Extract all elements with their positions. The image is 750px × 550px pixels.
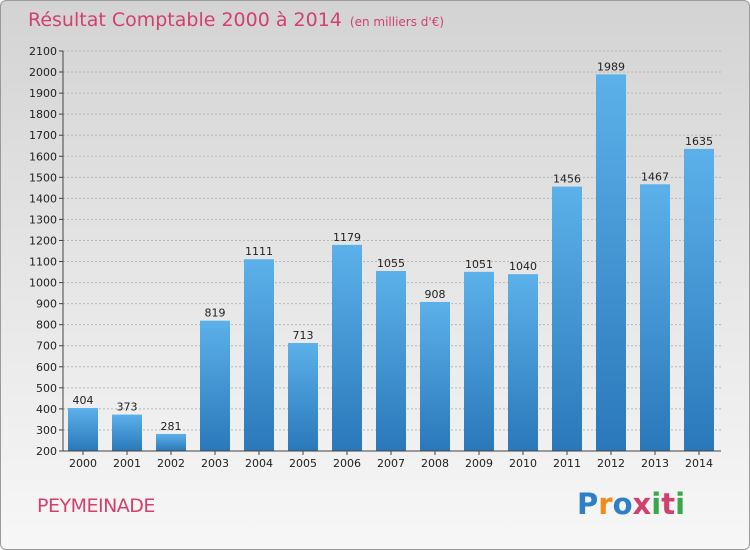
x-tick-label: 2005	[289, 457, 317, 470]
y-tick-label: 600	[36, 361, 57, 374]
bar	[332, 244, 362, 451]
logo-letter: o	[612, 487, 633, 521]
bar	[420, 301, 450, 451]
x-tick-label: 2004	[245, 457, 273, 470]
y-tick-label: 1300	[29, 213, 57, 226]
y-tick-label: 1800	[29, 108, 57, 121]
bar-value-label: 281	[161, 420, 182, 433]
y-tick-label: 400	[36, 403, 57, 416]
y-tick-label: 500	[36, 382, 57, 395]
bar-value-label: 1456	[553, 173, 581, 186]
x-tick-label: 2000	[69, 457, 97, 470]
x-tick-label: 2006	[333, 457, 361, 470]
bar-value-label: 1635	[685, 135, 713, 148]
bar	[464, 271, 494, 451]
logo-letter: i	[675, 487, 686, 521]
bar	[684, 148, 714, 452]
bar	[68, 408, 98, 451]
y-tick-label: 1400	[29, 192, 57, 205]
y-tick-label: 900	[36, 298, 57, 311]
bar-value-label: 1467	[641, 170, 669, 183]
commune-name: PEYMEINADE	[37, 495, 155, 517]
chart-subtitle: (en milliers d'€)	[349, 15, 445, 29]
bar-value-label: 373	[117, 401, 138, 414]
logo-letter: x	[632, 487, 652, 521]
y-tick-label: 700	[36, 340, 57, 353]
y-tick-label: 1500	[29, 171, 57, 184]
y-tick-label: 1100	[29, 256, 57, 269]
x-tick-label: 2002	[157, 457, 185, 470]
bar-value-label: 1179	[333, 231, 361, 244]
y-tick-label: 1700	[29, 129, 57, 142]
x-tick-label: 2007	[377, 457, 405, 470]
chart-title-text: Résultat Comptable 2000 à 2014	[28, 9, 342, 31]
y-tick-label: 1000	[29, 277, 57, 290]
bar-value-label: 1051	[465, 258, 493, 271]
x-tick-label: 2010	[509, 457, 537, 470]
bar	[552, 186, 582, 451]
bar-value-label: 1040	[509, 260, 537, 273]
x-tick-label: 2008	[421, 457, 449, 470]
y-tick-label: 800	[36, 319, 57, 332]
logo-letter: t	[661, 487, 676, 521]
x-tick-label: 2003	[201, 457, 229, 470]
y-tick-label: 2000	[29, 66, 57, 79]
y-tick-label: 1600	[29, 150, 57, 163]
bar-value-label: 1989	[597, 60, 625, 73]
chart-title: Résultat Comptable 2000 à 2014 (en millie…	[28, 9, 444, 31]
x-tick-label: 2013	[641, 457, 669, 470]
bar-value-label: 908	[425, 288, 446, 301]
bar-value-label: 1111	[245, 245, 273, 258]
bar	[508, 274, 538, 451]
bar	[156, 433, 186, 451]
y-tick-label: 200	[36, 445, 57, 458]
bar	[200, 320, 230, 451]
bar	[288, 343, 318, 451]
bar	[244, 259, 274, 451]
bars: 404 373 281 819 1111 713 1179 1055 908 1051 1040 14…	[68, 60, 714, 452]
logo-letter: i	[651, 487, 662, 521]
bar-value-label: 819	[205, 307, 226, 320]
y-tick-label: 1900	[29, 87, 57, 100]
bar	[640, 184, 670, 451]
x-tick-label: 2014	[685, 457, 713, 470]
x-tick-label: 2009	[465, 457, 493, 470]
proxiti-logo: Proxiti	[577, 487, 685, 521]
bar	[596, 74, 626, 452]
y-tick-label: 300	[36, 424, 57, 437]
y-tick-label: 1200	[29, 234, 57, 247]
y-tick-label: 2100	[29, 45, 57, 58]
x-tick-label: 2001	[113, 457, 141, 470]
x-axis: 2000 2001 2002 2003 2004 2005 2006 2007 2008 2009…	[63, 450, 721, 470]
y-axis: 200 300 400 500 600 700 800 900 1000 1100 1200 1300…	[29, 45, 64, 458]
bar-value-label: 1055	[377, 257, 405, 270]
x-tick-label: 2011	[553, 457, 581, 470]
x-tick-label: 2012	[597, 457, 625, 470]
bar-value-label: 404	[73, 394, 94, 407]
logo-letter: r	[598, 487, 613, 521]
bar	[376, 271, 406, 451]
logo-letter: P	[577, 487, 599, 521]
bar	[112, 414, 142, 451]
bar-value-label: 713	[293, 329, 314, 342]
